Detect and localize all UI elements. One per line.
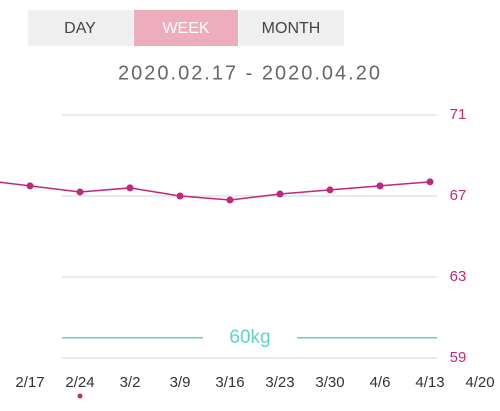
data-point [26, 182, 34, 190]
data-point [326, 186, 334, 194]
x-tick-label: 4/6 [370, 374, 391, 391]
x-tick-label: 3/16 [215, 374, 244, 391]
x-tick-label: 4/20 [465, 374, 494, 391]
goal-label: 60kg [229, 327, 270, 348]
tab-label: WEEK [162, 20, 209, 37]
tab-label: DAY [64, 20, 96, 37]
y-tick-label: 63 [450, 268, 467, 285]
data-line [0, 181, 431, 201]
y-tick-label: 67 [450, 187, 467, 204]
y-tick-label: 59 [450, 349, 467, 366]
data-point [226, 196, 234, 204]
tab-bar: DAY WEEK MONTH [28, 10, 344, 46]
data-point [276, 190, 284, 198]
data-point [376, 182, 384, 190]
selected-indicator [77, 393, 83, 399]
x-tick-label: 3/2 [120, 374, 141, 391]
data-point [76, 188, 84, 196]
data-point [126, 184, 134, 192]
y-tick-label: 71 [450, 106, 467, 123]
tab-month[interactable] [239, 10, 344, 46]
x-tick-label: 3/9 [170, 374, 191, 391]
data-point [426, 178, 434, 186]
tab-day[interactable] [28, 10, 133, 46]
date-range: 2020.02.17 - 2020.04.20 [118, 62, 382, 84]
data-point [176, 192, 184, 200]
x-tick-label: 3/30 [315, 374, 344, 391]
x-tick-label: 2/24 [65, 374, 94, 391]
x-tick-label: 3/23 [265, 374, 294, 391]
x-tick-label: 2/17 [15, 374, 44, 391]
tab-week[interactable] [134, 10, 238, 46]
x-tick-label: 4/13 [415, 374, 444, 391]
tab-label: MONTH [262, 20, 321, 37]
